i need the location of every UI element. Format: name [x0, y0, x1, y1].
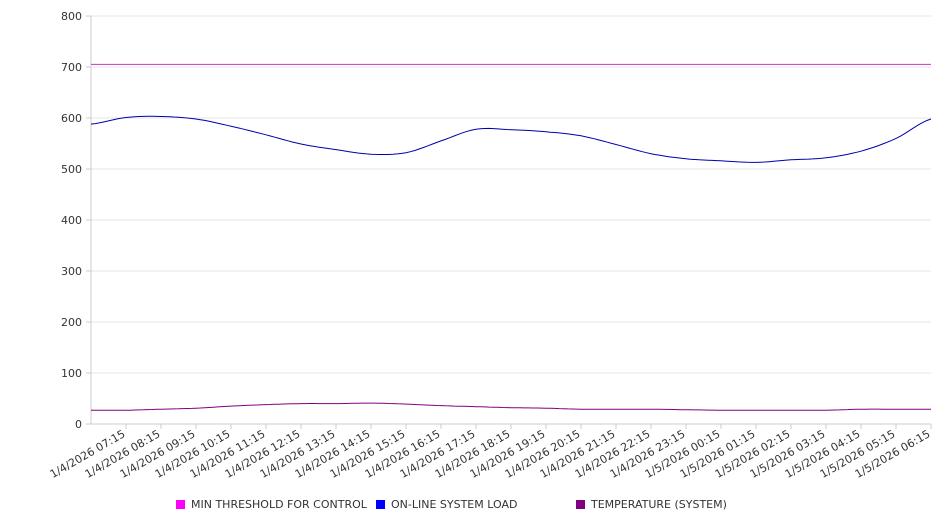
y-tick-label: 0	[75, 418, 82, 431]
legend-label: ON-LINE SYSTEM LOAD	[391, 498, 518, 511]
legend-swatch	[376, 500, 385, 509]
y-tick-label: 200	[61, 316, 82, 329]
legend-item-min-threshold[interactable]: MIN THRESHOLD FOR CONTROL	[176, 498, 367, 511]
y-tick-label: 300	[61, 265, 82, 278]
legend-swatch	[576, 500, 585, 509]
legend-label: TEMPERATURE (SYSTEM)	[591, 498, 727, 511]
legend-item-temperature-system[interactable]: TEMPERATURE (SYSTEM)	[576, 498, 727, 511]
y-tick-label: 700	[61, 61, 82, 74]
legend: MIN THRESHOLD FOR CONTROL ON-LINE SYSTEM…	[0, 498, 946, 516]
legend-item-online-system-load[interactable]: ON-LINE SYSTEM LOAD	[376, 498, 517, 511]
y-tick-label: 800	[61, 10, 82, 23]
y-tick-label: 100	[61, 367, 82, 380]
legend-label: MIN THRESHOLD FOR CONTROL	[191, 498, 367, 511]
grid-lines	[91, 15, 931, 374]
y-axis-ticks: 0 100 200 300 400 500 600 700 800	[61, 10, 91, 431]
y-tick-label: 600	[61, 112, 82, 125]
series-lines	[90, 63, 932, 411]
legend-swatch	[176, 500, 185, 509]
series-line-2	[91, 402, 931, 411]
y-tick-label: 500	[61, 163, 82, 176]
series-line-1	[90, 115, 932, 163]
x-axis-ticks: 1/4/2026 07:151/4/2026 08:151/4/2026 09:…	[48, 424, 933, 481]
y-tick-label: 400	[61, 214, 82, 227]
